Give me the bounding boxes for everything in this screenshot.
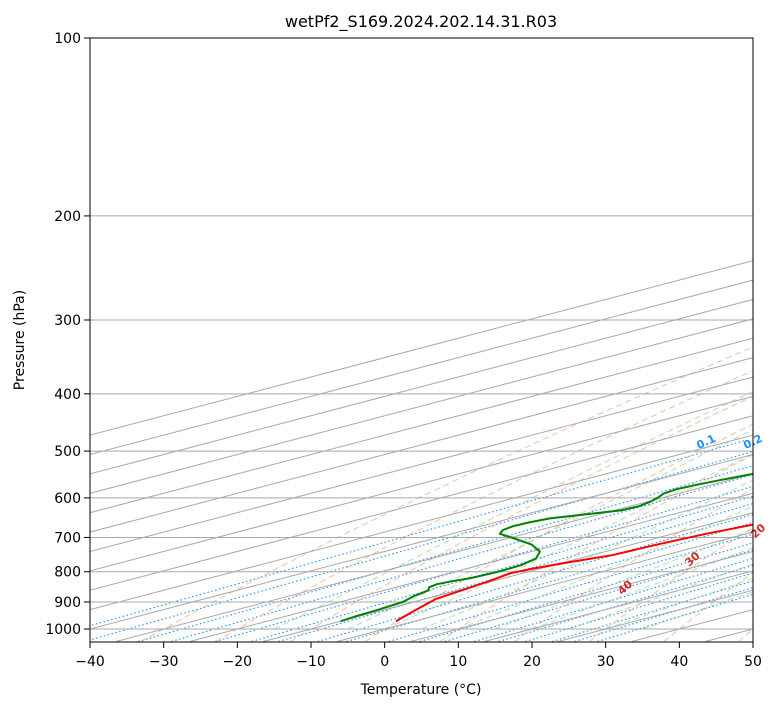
- x-axis-label: Temperature (°C): [360, 682, 482, 698]
- mixing-ratio-line: [138, 465, 753, 642]
- y-tick-label: 1000: [45, 622, 81, 638]
- dewpoint-profile-line: [340, 472, 753, 623]
- x-tick-label: 20: [523, 654, 541, 670]
- mixing-ratio-line: [215, 485, 753, 642]
- isotherm-line: [115, 473, 753, 642]
- x-tick-label: −20: [223, 654, 253, 670]
- x-tick-label: −30: [149, 654, 179, 670]
- x-tick-label: 30: [597, 654, 615, 670]
- y-tick-label: 200: [54, 209, 81, 225]
- x-tick-label: 40: [670, 654, 688, 670]
- isotherm-line: [90, 454, 753, 630]
- mixing-ratio-line: [90, 440, 745, 627]
- mixing-ratio-line: [171, 474, 753, 642]
- y-tick-label: 400: [54, 387, 81, 403]
- y-tick-label: 100: [54, 31, 81, 47]
- x-tick-label: −10: [296, 654, 326, 670]
- y-tick-label: 900: [54, 595, 81, 611]
- temperature-profile-line: [395, 523, 753, 623]
- x-tick-label: 0: [380, 654, 389, 670]
- moist-adiabat-line: [273, 391, 753, 630]
- y-axis-label: Pressure (hPa): [12, 290, 28, 390]
- isotherm-line: [90, 260, 753, 436]
- moist-adiabat-line: [568, 563, 753, 630]
- dry-adiabat-line: [439, 454, 753, 642]
- x-tick-label: −40: [75, 654, 105, 670]
- y-tick-label: 600: [54, 491, 81, 507]
- isotherm-line: [90, 337, 753, 514]
- mixing-ratio-line: [552, 580, 753, 642]
- y-tick-label: 800: [54, 565, 81, 581]
- isotherm-line: [189, 492, 753, 642]
- mixing-ratio-line: [346, 521, 753, 642]
- plot-frame: [89, 37, 754, 643]
- y-tick-label: 700: [54, 530, 81, 546]
- chart-title: wetPf2_S169.2024.202.14.31.R03: [285, 12, 557, 32]
- isotherm-line: [90, 376, 753, 552]
- dry-adiabat-line: [215, 370, 753, 642]
- dry-adiabat-line: [589, 526, 753, 642]
- isotherm-line: [263, 512, 753, 642]
- isotherm-line: [90, 434, 753, 611]
- isotherm-line: [90, 318, 753, 494]
- y-tick-label: 500: [54, 444, 81, 460]
- mixing-ratio-line: [525, 572, 753, 642]
- y-tick-label: 300: [54, 313, 81, 329]
- dry-adiabat-line: [140, 346, 753, 642]
- moist-adiabat-line: [495, 528, 753, 630]
- x-tick-label: 50: [744, 654, 762, 670]
- x-tick-label: 10: [449, 654, 467, 670]
- mixing-ratio-line: [498, 564, 753, 642]
- isotherm-line: [90, 279, 753, 456]
- isotherm-line: [336, 531, 753, 642]
- moist-adiabat-line: [531, 547, 753, 630]
- isotherm-line: [90, 415, 753, 591]
- isotherm-line: [90, 395, 753, 572]
- isotherm-line: [90, 298, 753, 475]
- mixing-ratio-line: [474, 557, 753, 642]
- moist-adiabat-line: [347, 429, 753, 630]
